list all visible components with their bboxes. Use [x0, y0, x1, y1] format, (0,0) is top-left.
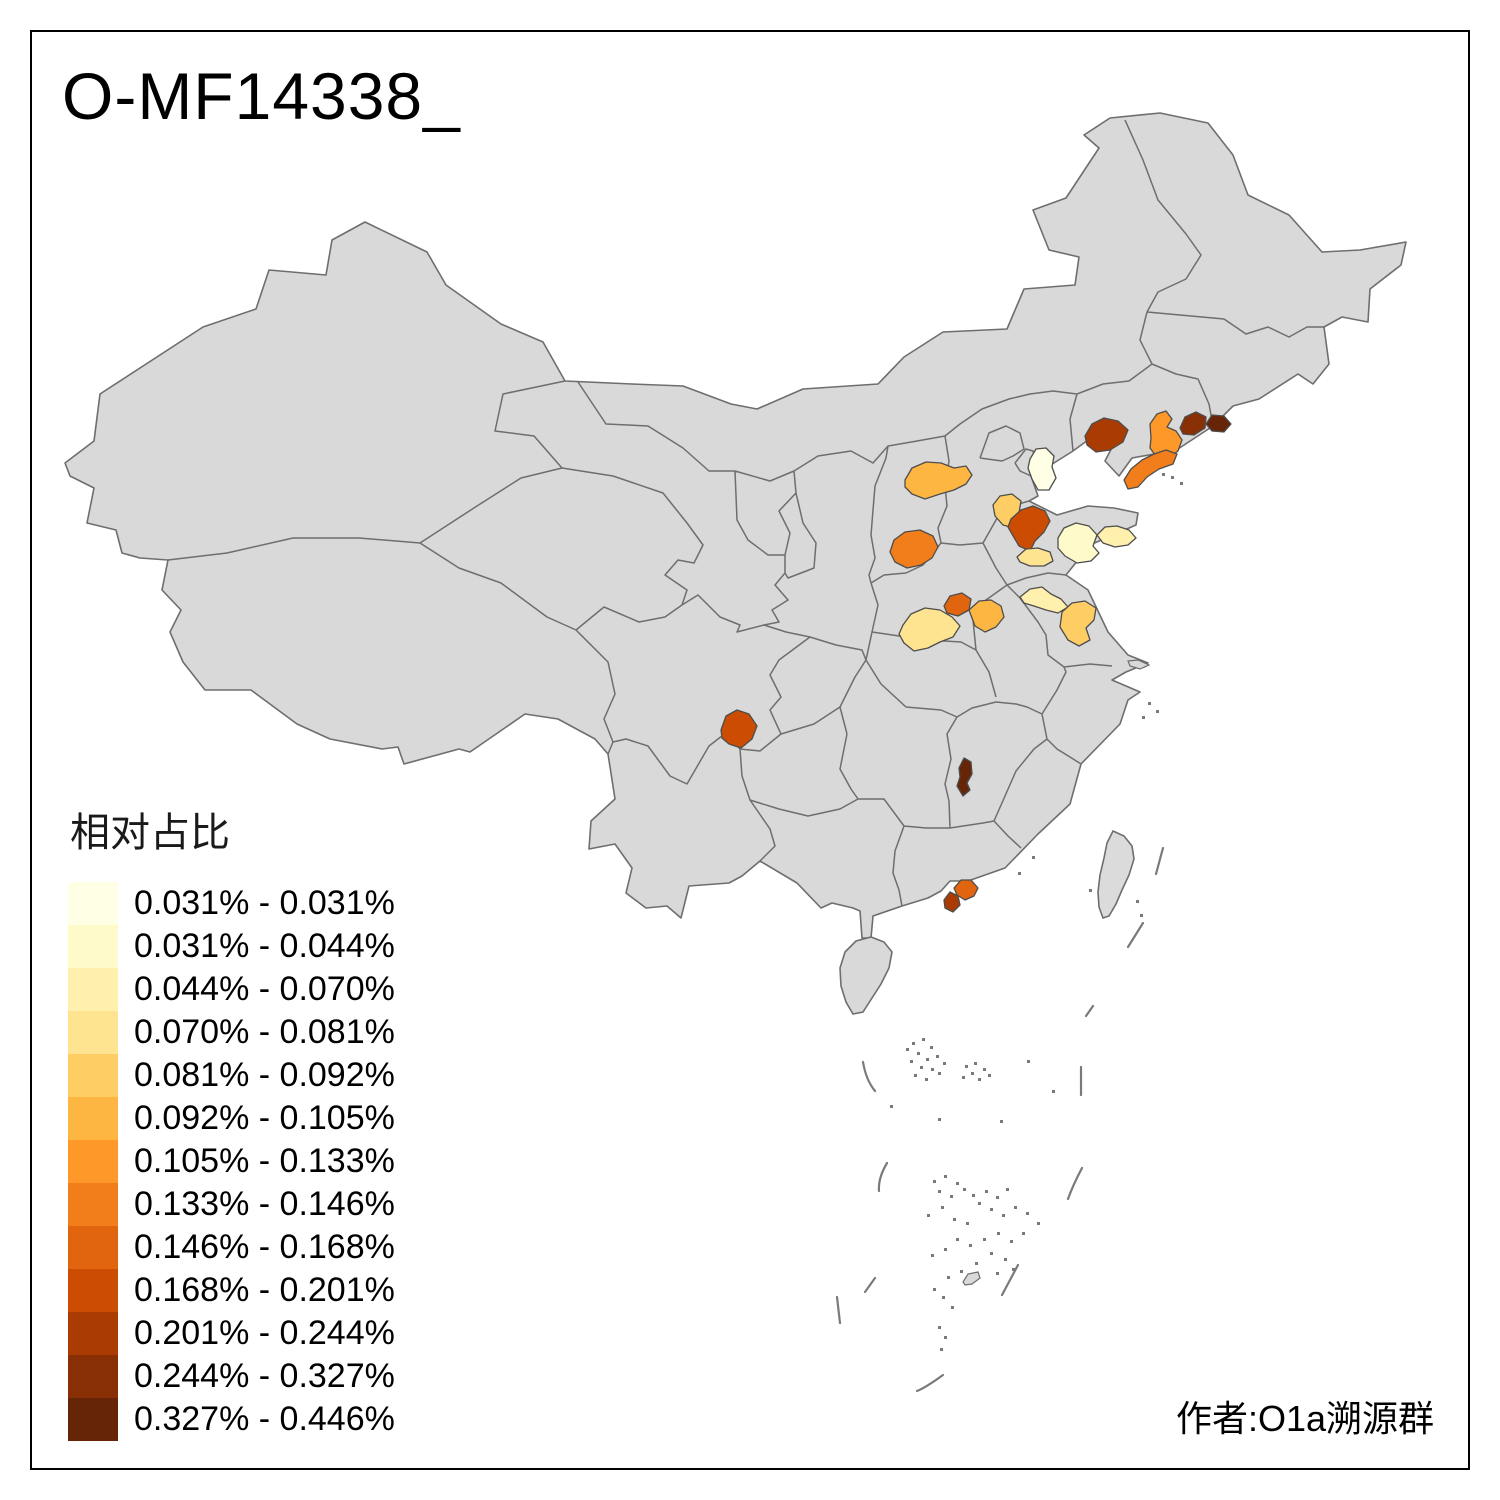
map-region-shandong-west [1057, 522, 1100, 564]
map-region-liaoning-ne-b [1205, 414, 1232, 433]
legend-swatch [68, 1226, 118, 1269]
legend-swatch [68, 968, 118, 1011]
legend-row: 0.031% - 0.044% [68, 925, 395, 968]
map-region-weinan-area [943, 592, 972, 617]
map-region-hunan-jiangxi-border [956, 757, 973, 797]
map-region-liaoning-ne-a [1179, 411, 1207, 436]
map-region-sanmenxia-area [968, 599, 1005, 633]
legend-row: 0.044% - 0.070% [68, 968, 395, 1011]
legend-row: 0.244% - 0.327% [68, 1355, 395, 1398]
map-region-shijiazhuang-area [1007, 505, 1051, 552]
attribution: 作者:O1a溯源群 [1175, 1398, 1434, 1439]
legend-row: 0.070% - 0.081% [68, 1011, 395, 1054]
legend-label: 0.031% - 0.044% [134, 927, 395, 965]
legend-swatch [68, 925, 118, 968]
legend-swatch [68, 1312, 118, 1355]
legend-swatch [68, 1355, 118, 1398]
legend-row: 0.327% - 0.446% [68, 1398, 395, 1441]
map-region-hebei-south [1016, 547, 1054, 567]
legend-label: 0.044% - 0.070% [134, 970, 395, 1008]
legend-label: 0.244% - 0.327% [134, 1357, 395, 1395]
chongming-island [1127, 659, 1151, 670]
legend-label: 0.081% - 0.092% [134, 1056, 395, 1094]
map-region-jiangsu-northwest [1059, 600, 1097, 647]
legend-label: 0.201% - 0.244% [134, 1314, 395, 1352]
china-mainland [64, 112, 1407, 939]
legend-row: 0.201% - 0.244% [68, 1312, 395, 1355]
legend-row: 0.031% - 0.031% [68, 882, 395, 925]
map-region-beijing-area [1027, 447, 1057, 491]
map-region-shandong-peninsula [1096, 525, 1137, 548]
legend-swatch [68, 1269, 118, 1312]
legend-label: 0.327% - 0.446% [134, 1400, 395, 1438]
taiwan-island [1097, 829, 1135, 920]
nine-dash-line [835, 846, 1165, 1393]
legend-swatch [68, 1011, 118, 1054]
map-region-yanan-area [889, 529, 939, 569]
south-sea-island [962, 1271, 981, 1286]
choropleth-regions [720, 410, 1232, 913]
legend-label: 0.031% - 0.031% [134, 884, 395, 922]
legend-label: 0.146% - 0.168% [134, 1228, 395, 1266]
map-region-liaodong-peninsula [1123, 449, 1178, 490]
legend: 相对占比 0.031% - 0.031% 0.031% - 0.044% 0.044… [68, 800, 395, 1441]
legend-swatch [68, 1398, 118, 1441]
page-title: O-MF14338_ [62, 59, 461, 133]
legend-swatch [68, 1054, 118, 1097]
legend-row: 0.168% - 0.201% [68, 1269, 395, 1312]
map-region-sichuan-liangshan [720, 709, 758, 749]
legend-rows: 0.031% - 0.031% 0.031% - 0.044% 0.044% - 0… [68, 882, 395, 1441]
legend-label: 0.092% - 0.105% [134, 1099, 395, 1137]
legend-label: 0.105% - 0.133% [134, 1142, 395, 1180]
map-region-west-liaoning [1084, 417, 1129, 453]
legend-row: 0.105% - 0.133% [68, 1140, 395, 1183]
legend-title: 相对占比 [70, 811, 230, 855]
legend-row: 0.133% - 0.146% [68, 1183, 395, 1226]
legend-label: 0.133% - 0.146% [134, 1185, 395, 1223]
map-region-xianyang-area [898, 607, 961, 652]
legend-swatch [68, 1097, 118, 1140]
legend-label: 0.168% - 0.201% [134, 1271, 395, 1309]
legend-swatch [68, 1140, 118, 1183]
legend-row: 0.146% - 0.168% [68, 1226, 395, 1269]
legend-swatch [68, 882, 118, 925]
legend-row: 0.092% - 0.105% [68, 1097, 395, 1140]
legend-row: 0.081% - 0.092% [68, 1054, 395, 1097]
map-region-guangdong-pearl [943, 891, 961, 913]
legend-swatch [68, 1183, 118, 1226]
legend-label: 0.070% - 0.081% [134, 1013, 395, 1051]
hainan-island [839, 936, 893, 1015]
map-region-yulin-area [904, 461, 973, 500]
